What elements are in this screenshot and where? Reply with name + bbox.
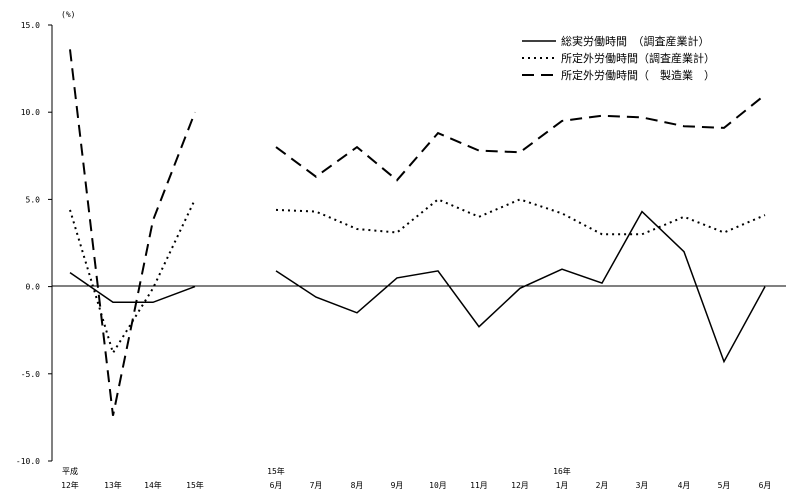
series-2-line-segment-2 bbox=[275, 198, 766, 236]
series-3-line-segment-2 bbox=[275, 94, 766, 182]
x-tick-label: 8月 bbox=[351, 481, 364, 490]
y-tick-label: 10.0 bbox=[21, 108, 40, 117]
x-tick-label: 11月 bbox=[470, 481, 488, 490]
series-3-line-segment-1 bbox=[69, 49, 196, 416]
x-tick-label-top: 15年 bbox=[267, 466, 285, 476]
x-tick-label: 2月 bbox=[596, 481, 609, 490]
legend: 総実労働時間 （調査産業計） 所定外労働時間（調査産業計） 所定外労働時間（ 製造業… bbox=[522, 34, 715, 82]
series-lines bbox=[69, 49, 766, 416]
series-1-line-segment-1 bbox=[69, 271, 196, 304]
x-axis-ticks: 平成 12年 13年 14年 15年 15年 6月 7月 8月 9月 10月 11月 12月 16年 1月 2… bbox=[61, 466, 771, 490]
legend-label: 総実労働時間 （調査産業計） bbox=[561, 34, 710, 48]
y-tick-label: 15.0 bbox=[21, 21, 40, 30]
x-tick-label: 7月 bbox=[310, 481, 323, 490]
x-tick-label: 5月 bbox=[718, 481, 731, 490]
x-tick-label: 6月 bbox=[270, 481, 283, 490]
x-tick-label-top: 16年 bbox=[553, 466, 571, 476]
series-1-line-segment-2 bbox=[275, 210, 766, 364]
x-tick-label: 14年 bbox=[144, 480, 162, 490]
x-tick-label: 13年 bbox=[104, 480, 122, 490]
y-tick-label: 5.0 bbox=[26, 195, 41, 204]
series-2-line-segment-1 bbox=[69, 198, 196, 356]
x-tick-label: 3月 bbox=[636, 481, 649, 490]
x-tick-label: 12月 bbox=[511, 481, 529, 490]
y-axis-ticks: 15.0 10.0 5.0 0.0 -5.0 -10.0 bbox=[16, 21, 52, 466]
x-tick-label-top: 平成 bbox=[62, 466, 78, 476]
x-tick-label: 10月 bbox=[429, 481, 447, 490]
y-tick-label: -5.0 bbox=[21, 370, 40, 379]
y-tick-label: -10.0 bbox=[16, 457, 40, 466]
x-tick-label: 9月 bbox=[391, 481, 404, 490]
x-tick-label: 6月 bbox=[759, 481, 772, 490]
x-tick-label: 1月 bbox=[556, 481, 569, 490]
y-tick-label: 0.0 bbox=[26, 283, 41, 292]
x-tick-label: 12年 bbox=[61, 480, 79, 490]
legend-label: 所定外労働時間（ 製造業 ） bbox=[561, 68, 715, 82]
x-tick-label: 15年 bbox=[186, 480, 204, 490]
legend-label: 所定外労働時間（調査産業計） bbox=[561, 51, 715, 65]
y-unit-label: (%) bbox=[61, 10, 75, 19]
x-tick-label: 4月 bbox=[678, 481, 691, 490]
